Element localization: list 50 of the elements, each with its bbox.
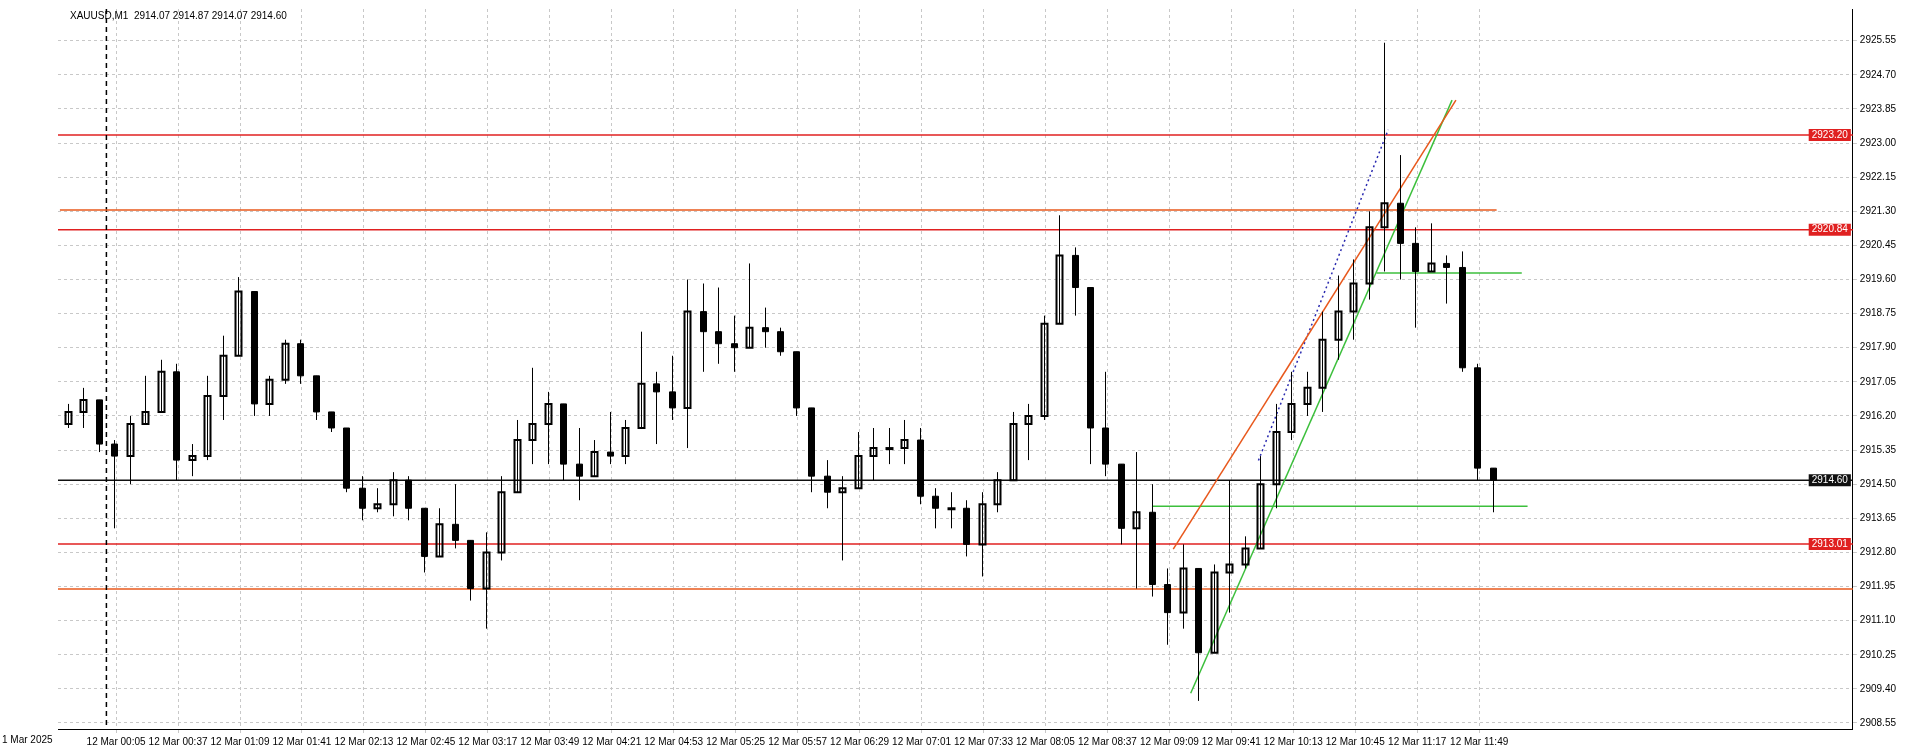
x-tick-label: 12 Mar 10:13 [1263, 735, 1324, 747]
y-tick-label: 2922.15 [1859, 170, 1897, 182]
y-tick-label: 2919.60 [1859, 273, 1897, 285]
y-tick-label: 2923.85 [1859, 102, 1897, 114]
x-tick-label: 12 Mar 02:13 [334, 735, 394, 747]
y-tick-label: 2915.35 [1859, 443, 1897, 455]
x-tick-label: 12 Mar 08:05 [1015, 735, 1076, 747]
y-tick-label: 2917.05 [1859, 375, 1897, 387]
y-tick-label: 2911.95 [1859, 580, 1896, 592]
x-tick-label: 12 Mar 11:17 [1388, 735, 1447, 747]
x-tick-label: 12 Mar 06:29 [830, 735, 890, 747]
y-tick-label: 2910.25 [1859, 648, 1897, 660]
y-tick-label: 2925.55 [1859, 34, 1897, 46]
y-tick-label: 2908.55 [1859, 716, 1897, 728]
ref-line-label: 2913.01 [1811, 537, 1849, 549]
y-tick-label: 2923.00 [1859, 136, 1897, 148]
x-tick-label: 12 Mar 07:33 [954, 735, 1014, 747]
x-tick-label: 12 Mar 05:57 [768, 735, 828, 747]
y-tick-label: 2913.65 [1859, 512, 1897, 524]
x-tick-label: 12 Mar 00:37 [148, 735, 208, 747]
y-tick-label: 2911.10 [1859, 614, 1896, 626]
x-tick-label: 12 Mar 02:45 [396, 735, 456, 747]
x-tick-label: 12 Mar 03:17 [458, 735, 518, 747]
text: 1 Mar 2025 [2, 733, 54, 745]
x-tick-label: 12 Mar 04:53 [644, 735, 704, 747]
y-tick-label: 2909.40 [1859, 682, 1897, 694]
y-tick-label: 2920.45 [1859, 239, 1897, 251]
x-tick-label: 12 Mar 00:05 [86, 735, 146, 747]
y-tick-label: 2918.75 [1859, 307, 1897, 319]
y-tick-label: 2917.90 [1859, 341, 1897, 353]
x-tick-label: 12 Mar 10:45 [1325, 735, 1386, 747]
chart-title: XAUUSD,M1 2914.07 2914.87 2914.07 2914.60 [70, 9, 288, 21]
x-tick-label: 12 Mar 11:49 [1450, 735, 1509, 747]
y-tick-label: 2916.20 [1859, 409, 1897, 421]
y-tick-label: 2921.30 [1859, 205, 1897, 217]
y-tick-label: 2912.80 [1859, 546, 1897, 558]
x-tick-label: 12 Mar 07:01 [892, 735, 952, 747]
x-tick-label: 12 Mar 09:41 [1201, 735, 1262, 747]
ref-line-label: 2920.84 [1811, 223, 1849, 235]
x-tick-label: 12 Mar 04:21 [582, 735, 642, 747]
ref-line-label: 2923.20 [1811, 128, 1849, 140]
x-tick-label: 12 Mar 09:09 [1139, 735, 1200, 747]
x-tick-label: 12 Mar 05:25 [706, 735, 766, 747]
y-tick-label: 2914.50 [1859, 477, 1897, 489]
x-tick-label: 12 Mar 01:09 [210, 735, 270, 747]
x-tick-label: 12 Mar 03:49 [520, 735, 580, 747]
x-tick-label: 12 Mar 08:37 [1077, 735, 1138, 747]
ref-line-label: 2914.60 [1811, 473, 1849, 485]
x-tick-label: 12 Mar 01:41 [272, 735, 332, 747]
y-tick-label: 2924.70 [1859, 68, 1897, 80]
